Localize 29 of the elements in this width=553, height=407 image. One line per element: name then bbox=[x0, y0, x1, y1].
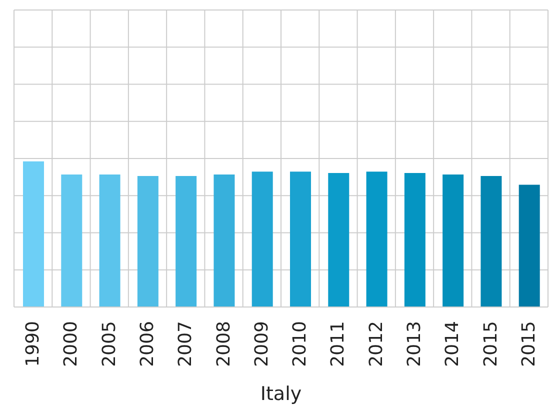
bar bbox=[176, 176, 197, 307]
x-tick-label: 2014 bbox=[442, 321, 464, 367]
x-tick-label: 2012 bbox=[366, 321, 387, 367]
bar bbox=[290, 172, 311, 307]
bar bbox=[23, 161, 44, 307]
bar bbox=[442, 174, 464, 307]
x-tick-label: 1990 bbox=[22, 321, 44, 367]
x-tick-label: 2006 bbox=[137, 321, 158, 367]
x-tick-label: 2015 bbox=[518, 321, 540, 367]
bar bbox=[518, 184, 540, 307]
x-tick-label: 2007 bbox=[175, 321, 196, 367]
x-tick-label: 2011 bbox=[328, 321, 349, 367]
bar bbox=[252, 172, 273, 307]
x-tick-label: 2000 bbox=[60, 321, 82, 367]
x-tick-label: 2013 bbox=[404, 321, 425, 367]
bar bbox=[99, 174, 120, 307]
x-tick-label: 2005 bbox=[98, 321, 120, 367]
bar bbox=[328, 173, 350, 307]
bar bbox=[214, 174, 235, 307]
bar bbox=[61, 174, 82, 307]
bar bbox=[480, 176, 502, 307]
x-tick-label: 2009 bbox=[251, 321, 272, 367]
x-tick-label: 2015 bbox=[480, 321, 502, 367]
x-tick-label: 2010 bbox=[290, 321, 311, 367]
x-axis-title: Italy bbox=[260, 383, 302, 405]
x-tick-label: 2008 bbox=[213, 321, 234, 367]
bar bbox=[137, 176, 158, 307]
bar bbox=[366, 172, 388, 307]
bar bbox=[404, 173, 426, 307]
